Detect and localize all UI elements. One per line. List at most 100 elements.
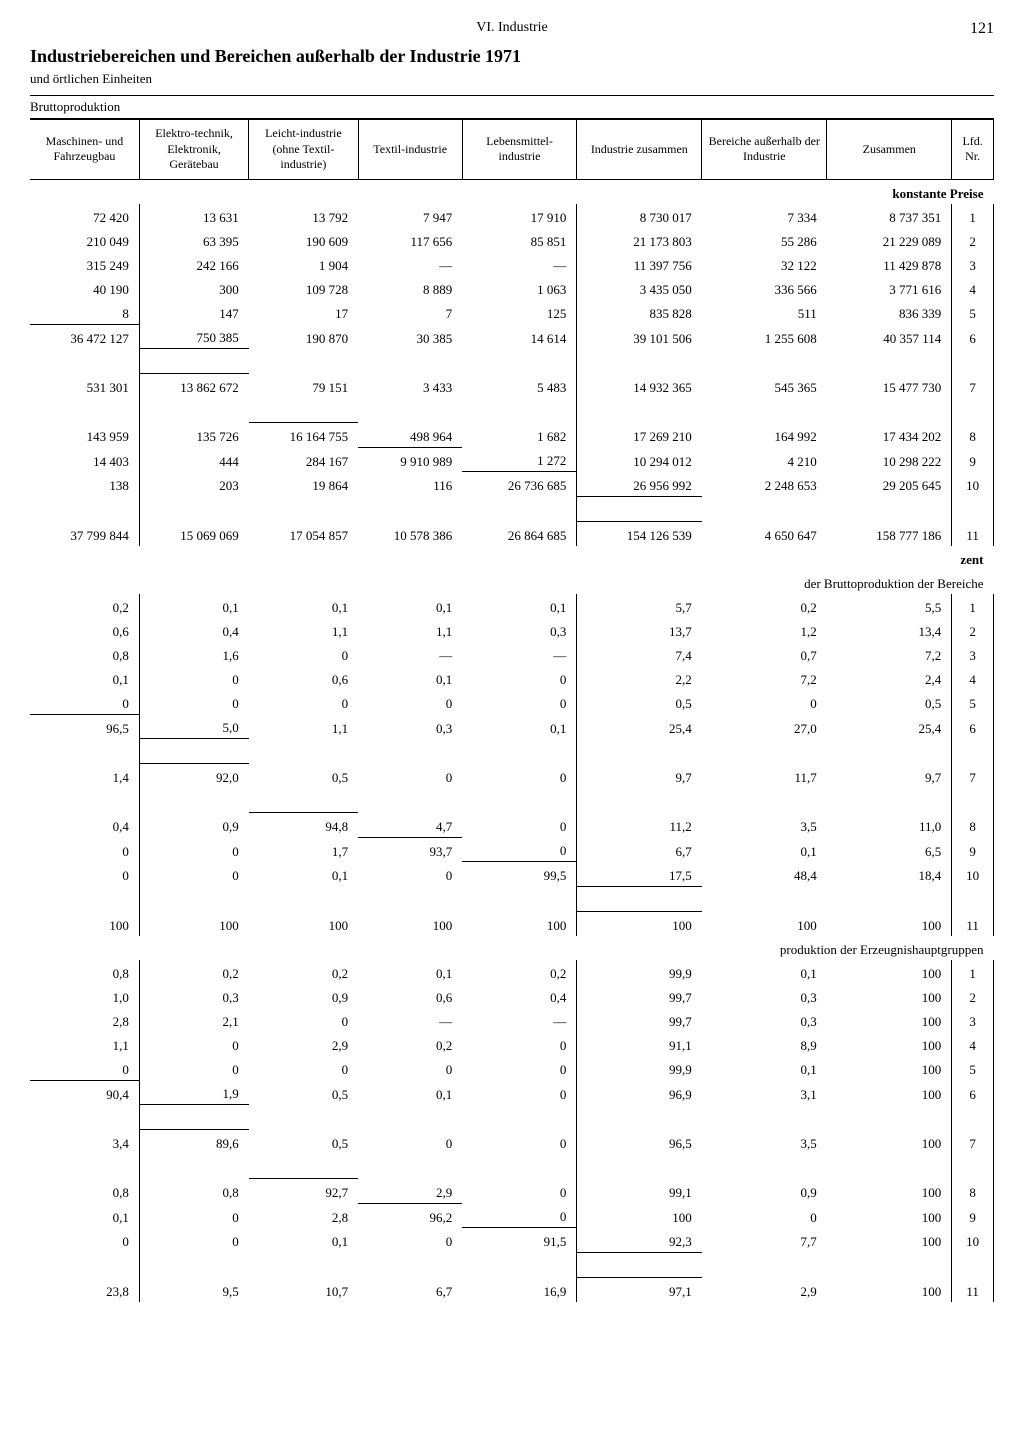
data-cell: 0,8 <box>139 1179 248 1204</box>
data-cell: 10,7 <box>249 1277 358 1302</box>
data-cell: 0,1 <box>702 1056 827 1081</box>
data-cell: 1,6 <box>139 642 248 666</box>
data-cell: 5 483 <box>462 374 577 399</box>
data-cell: — <box>462 1008 577 1032</box>
section-label: zent <box>30 546 994 570</box>
data-cell: 91,5 <box>462 1228 577 1253</box>
row-number: 4 <box>952 1032 994 1056</box>
table-row: 2,82,10——99,70,31003 <box>30 1008 994 1032</box>
table-row: 23,89,510,76,716,997,12,910011 <box>30 1277 994 1302</box>
table-row: 3,489,60,50096,53,51007 <box>30 1130 994 1155</box>
data-cell: 0 <box>358 1130 462 1155</box>
table-row: 96,55,01,10,30,125,427,025,46 <box>30 714 994 739</box>
data-cell: 0,9 <box>702 1179 827 1204</box>
table-row: 000000,500,55 <box>30 690 994 715</box>
table-row: 1,00,30,90,60,499,70,31002 <box>30 984 994 1008</box>
data-cell: 100 <box>827 1203 952 1228</box>
col-header: Lfd. Nr. <box>952 120 994 180</box>
data-cell: 315 249 <box>30 252 139 276</box>
row-number: 5 <box>952 1056 994 1081</box>
data-cell: 2,8 <box>249 1203 358 1228</box>
data-cell: 210 049 <box>30 228 139 252</box>
table-row: 0,80,20,20,10,299,90,11001 <box>30 960 994 984</box>
data-cell: 0,3 <box>358 714 462 739</box>
col-header: Maschinen- und Fahrzeugbau <box>30 120 139 180</box>
data-cell: 242 166 <box>139 252 248 276</box>
data-cell: 0,1 <box>358 1080 462 1105</box>
table-row: 531 30113 862 67279 1513 4335 48314 932 … <box>30 374 994 399</box>
data-cell: 100 <box>249 911 358 936</box>
row-number: 2 <box>952 228 994 252</box>
data-cell: 17 269 210 <box>577 423 702 448</box>
data-cell: 0 <box>30 837 139 862</box>
data-cell: 5,0 <box>139 714 248 739</box>
data-cell: 0,5 <box>249 1080 358 1105</box>
row-number: 3 <box>952 642 994 666</box>
data-cell: 0 <box>139 1032 248 1056</box>
data-cell: 17 910 <box>462 204 577 228</box>
data-cell: 3,5 <box>702 1130 827 1155</box>
data-cell: 7 947 <box>358 204 462 228</box>
data-cell: 99,9 <box>577 1056 702 1081</box>
data-cell: 6,5 <box>827 837 952 862</box>
row-number: 9 <box>952 447 994 472</box>
data-cell: — <box>358 642 462 666</box>
row-number: 9 <box>952 1203 994 1228</box>
data-cell: 99,1 <box>577 1179 702 1204</box>
col-header: Textil-industrie <box>358 120 462 180</box>
row-number: 3 <box>952 1008 994 1032</box>
data-cell: 1,1 <box>358 618 462 642</box>
data-cell: 0 <box>249 1056 358 1081</box>
data-cell: 36 472 127 <box>30 324 139 349</box>
data-cell: 0 <box>358 1228 462 1253</box>
data-cell: 100 <box>577 911 702 936</box>
data-cell: 0 <box>462 764 577 789</box>
data-cell: 100 <box>827 1008 952 1032</box>
table-row: 0,40,994,84,7011,23,511,08 <box>30 813 994 838</box>
data-cell: 300 <box>139 276 248 300</box>
data-cell: 19 864 <box>249 472 358 497</box>
data-cell: 1,1 <box>30 1032 139 1056</box>
data-cell: 14 614 <box>462 324 577 349</box>
data-cell: 2 248 653 <box>702 472 827 497</box>
row-number: 1 <box>952 594 994 618</box>
data-cell: 37 799 844 <box>30 521 139 546</box>
data-cell: 0 <box>462 1203 577 1228</box>
data-cell: 0,6 <box>30 618 139 642</box>
data-cell: 94,8 <box>249 813 358 838</box>
data-cell: 96,9 <box>577 1080 702 1105</box>
data-cell: 100 <box>827 984 952 1008</box>
data-cell: 21 229 089 <box>827 228 952 252</box>
table-row: 0,100,60,102,27,22,44 <box>30 666 994 690</box>
data-cell: 92,0 <box>139 764 248 789</box>
data-cell: 4 210 <box>702 447 827 472</box>
data-cell: 1 255 608 <box>702 324 827 349</box>
col-header: Leicht-industrie (ohne Textil-industrie) <box>249 120 358 180</box>
data-cell: 0 <box>139 666 248 690</box>
data-cell: 498 964 <box>358 423 462 448</box>
data-cell: 100 <box>827 1179 952 1204</box>
data-cell: 1 063 <box>462 276 577 300</box>
data-cell: 92,7 <box>249 1179 358 1204</box>
row-number: 4 <box>952 276 994 300</box>
data-cell: 109 728 <box>249 276 358 300</box>
row-number: 8 <box>952 1179 994 1204</box>
data-cell: 0 <box>462 690 577 715</box>
data-cell: 99,5 <box>462 862 577 887</box>
data-cell: 1,1 <box>249 714 358 739</box>
data-cell: 0 <box>30 1056 139 1081</box>
table-row: 37 799 84415 069 06917 054 85710 578 386… <box>30 521 994 546</box>
data-cell: 29 205 645 <box>827 472 952 497</box>
data-cell: 10 294 012 <box>577 447 702 472</box>
data-cell: 0,1 <box>462 594 577 618</box>
data-cell: 1 682 <box>462 423 577 448</box>
data-cell: 63 395 <box>139 228 248 252</box>
data-cell: 154 126 539 <box>577 521 702 546</box>
data-cell: 0 <box>462 666 577 690</box>
data-cell: 0,5 <box>577 690 702 715</box>
data-cell: 0 <box>139 837 248 862</box>
data-cell: 17 054 857 <box>249 521 358 546</box>
table-row: 72 42013 63113 7927 94717 9108 730 0177 … <box>30 204 994 228</box>
col-header: Elektro-technik, Elektronik, Gerätebau <box>139 120 248 180</box>
section-sublabel: produktion der Erzeugnishauptgruppen <box>30 936 994 960</box>
